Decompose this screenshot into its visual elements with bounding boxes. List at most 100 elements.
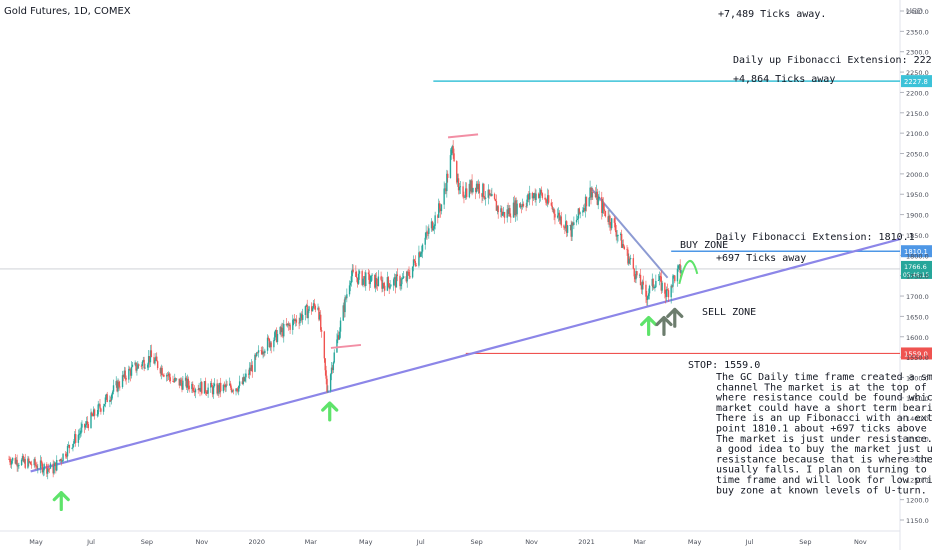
candle-body	[118, 381, 120, 387]
candle-body	[365, 272, 367, 286]
candle-body	[641, 281, 644, 290]
y-tick-label: 1950.0	[906, 191, 929, 199]
candle-body	[332, 362, 335, 371]
candle-body	[320, 330, 323, 332]
candle-body	[670, 285, 672, 298]
candle-body	[212, 386, 215, 395]
candle-body	[520, 205, 523, 207]
y-tick-label: 2350.0	[906, 28, 929, 36]
candle-body	[343, 305, 345, 313]
candle-body	[129, 368, 131, 371]
candle-body	[679, 264, 681, 273]
candle-body	[257, 350, 260, 353]
y-tick-label: 1200.0	[906, 497, 929, 505]
candle-body	[525, 206, 527, 208]
candle-body	[11, 457, 14, 461]
candle-body	[680, 270, 682, 273]
candle-body	[243, 376, 245, 382]
y-tick-label: 1350.0	[906, 436, 929, 444]
candle-body	[62, 453, 64, 462]
x-tick-label: Nov	[854, 538, 867, 546]
candle-body	[401, 278, 403, 285]
candle-body	[90, 412, 92, 428]
candle-body	[191, 383, 193, 390]
candle-body	[596, 191, 598, 205]
candle-body	[451, 146, 453, 150]
candle-body	[370, 275, 372, 282]
candle-body	[569, 225, 571, 226]
candle-body	[21, 456, 24, 460]
y-tick-label: 1450.0	[906, 395, 929, 403]
candle-body	[626, 249, 628, 251]
candle-body	[314, 305, 317, 310]
x-tick-label: Sep	[799, 538, 811, 546]
candle-body	[348, 285, 351, 295]
candle-body	[229, 383, 231, 386]
candle-body	[589, 187, 591, 198]
candle-body	[333, 352, 335, 363]
candle-body	[344, 297, 346, 313]
candle-body	[329, 374, 332, 391]
candle-body	[280, 327, 282, 333]
candle-body	[496, 206, 498, 211]
candle-body	[293, 319, 296, 322]
candle-body	[579, 212, 581, 214]
candle-body	[557, 212, 560, 216]
candle-body	[547, 195, 549, 204]
candle-body	[459, 186, 462, 188]
candle-body	[262, 352, 264, 355]
candle-body	[438, 203, 441, 209]
candle-body	[59, 459, 62, 461]
candle-body	[408, 271, 410, 276]
candle-body	[477, 183, 480, 190]
candle-body	[327, 390, 329, 392]
candle-body	[446, 173, 448, 192]
axis-labels: 1150.0 1200.0 1250.0 1300.0 1350.0 1400.0 1450…	[29, 8, 928, 546]
candle-body	[244, 377, 246, 382]
candle-body	[541, 193, 544, 198]
candle-body	[74, 434, 76, 442]
x-tick-label: Jul	[416, 538, 425, 546]
candle-body	[515, 200, 517, 215]
candle-body	[99, 404, 101, 409]
candle-body	[623, 246, 626, 250]
candle-body	[547, 195, 550, 203]
candle-body	[629, 258, 632, 260]
price-label-0-bg	[901, 75, 932, 88]
candle-body	[229, 383, 232, 388]
candle-body	[273, 340, 275, 348]
candle-body	[674, 275, 676, 282]
candle-body	[648, 285, 651, 294]
candle-body	[657, 280, 660, 282]
candle-body	[148, 356, 151, 363]
candle-body	[520, 205, 522, 208]
candle-body	[201, 382, 203, 394]
candle-body	[81, 423, 83, 428]
candle-body	[349, 282, 352, 286]
candle-body	[249, 367, 252, 371]
dark-up-arrow-icon	[666, 307, 684, 328]
candle-body	[276, 334, 279, 342]
candle-body	[142, 359, 144, 362]
candle-body	[305, 304, 308, 307]
candle-body	[440, 204, 443, 212]
candle-body	[41, 463, 44, 473]
candle-body	[559, 216, 562, 221]
candle-body	[67, 444, 70, 446]
candle-body	[676, 268, 679, 282]
candle-body	[407, 271, 409, 273]
x-tick-label: Jul	[86, 538, 95, 546]
candle-body	[287, 323, 289, 326]
candle-body	[241, 381, 244, 384]
candle-body	[185, 377, 188, 388]
candle-body	[162, 374, 164, 376]
candle-body	[453, 153, 455, 162]
candle-body	[418, 252, 420, 266]
candle-body	[219, 382, 221, 393]
candle-body	[283, 323, 285, 337]
candle-body	[591, 191, 593, 198]
candle-body	[399, 276, 401, 287]
